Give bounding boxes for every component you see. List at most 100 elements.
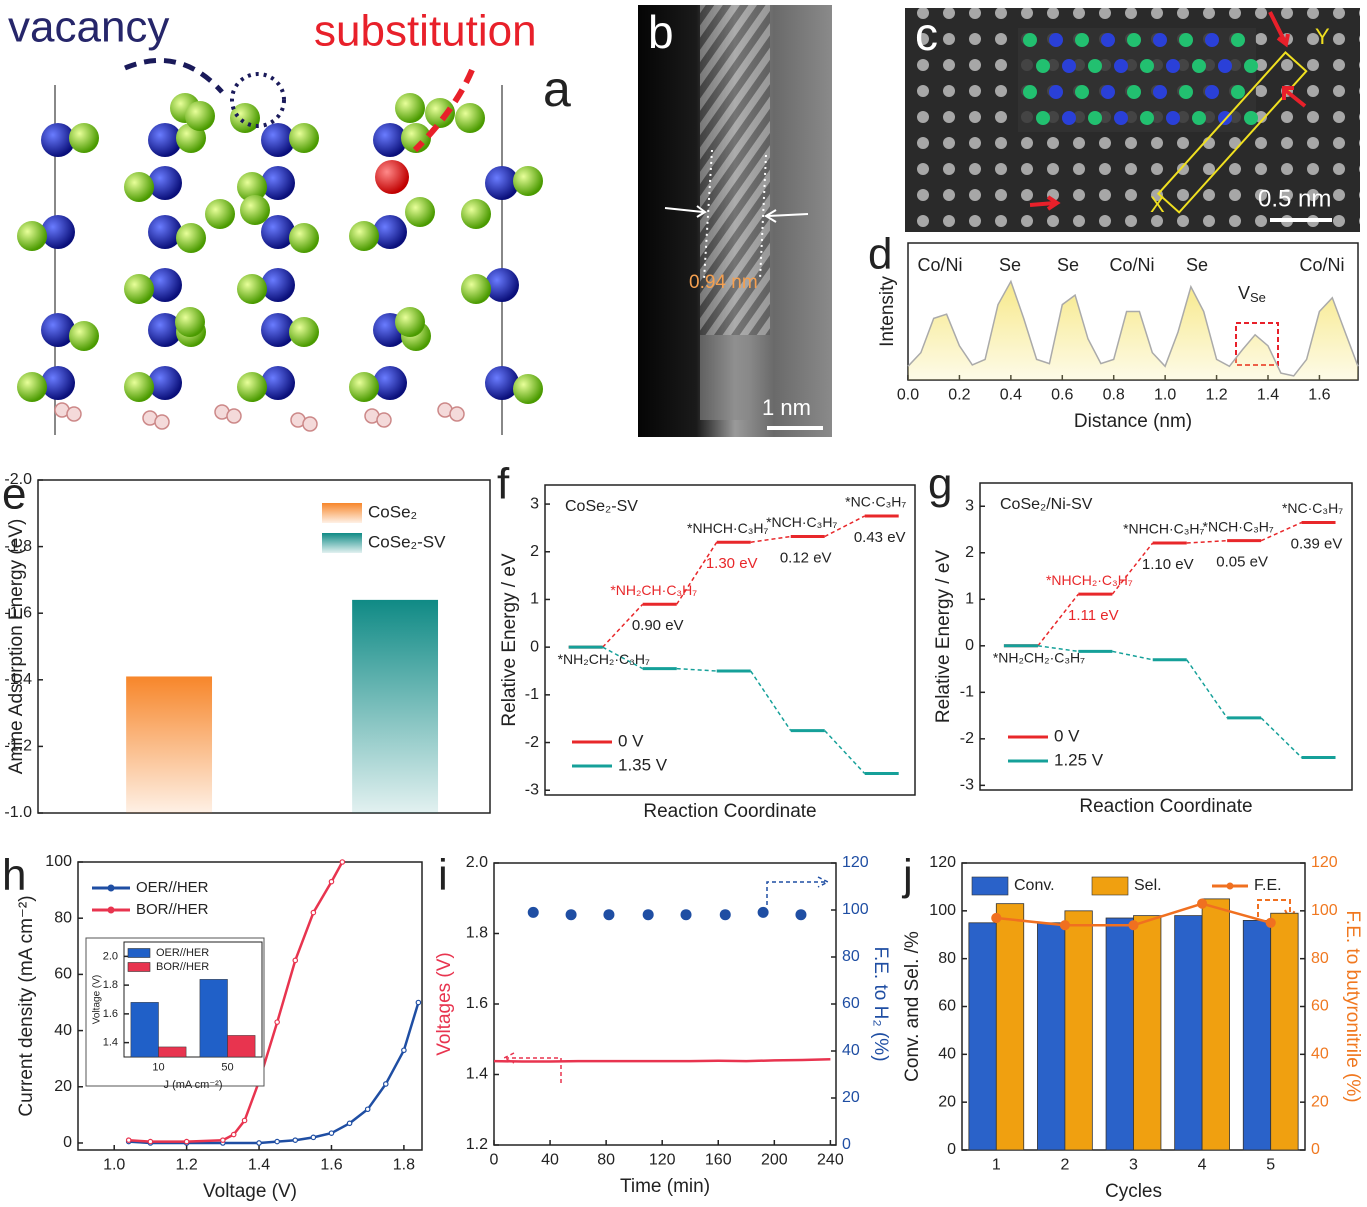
atom <box>261 366 295 400</box>
peak-label: Co/Ni <box>1109 255 1154 275</box>
plot-frame <box>544 484 916 796</box>
y-tick-label: -3 <box>960 777 974 794</box>
connector <box>676 541 718 605</box>
x-tick-label: 1.4 <box>248 1156 270 1173</box>
atom <box>1153 33 1167 47</box>
scale-label: 1 nm <box>762 395 811 420</box>
line <box>128 1002 420 1145</box>
y2-axis-label: F.E. to butyronitrile (%) <box>1342 910 1363 1102</box>
atom <box>375 160 409 194</box>
state-label: *NCH·C₃H₇ <box>766 514 837 530</box>
y-tick-label: 1 <box>965 591 974 608</box>
y2-tick-label: 0 <box>1311 1141 1320 1158</box>
vacancy-label: VSe <box>1238 283 1266 306</box>
y-axis-label: Relative Energy / eV <box>499 553 520 727</box>
y-tick-label: 0 <box>63 1134 72 1151</box>
plot-frame <box>37 479 491 814</box>
y2-tick-label: 20 <box>842 1089 860 1106</box>
y-tick-label: -1.6 <box>4 604 32 621</box>
panel-b: 0.94 nm 1 nm b <box>638 5 832 437</box>
x-axis-label: Time (min) <box>620 1176 710 1197</box>
legend-label: 0 V <box>1054 726 1080 745</box>
atom <box>1244 59 1258 73</box>
atom <box>261 215 295 249</box>
bar <box>199 979 228 1058</box>
x-tick-label: 0.6 <box>1051 386 1073 403</box>
x-tick-label: 80 <box>597 1151 615 1168</box>
x-tick-label: 0.8 <box>1103 386 1125 403</box>
x-axis-label: Reaction Coordinate <box>1079 796 1252 817</box>
atom <box>1101 85 1115 99</box>
arrow <box>764 209 809 223</box>
chart-title: CoSe₂-SV <box>565 498 638 515</box>
atom <box>395 307 425 337</box>
y-tick-label: 1.2 <box>466 1136 488 1153</box>
x-tick-label: 1.2 <box>1205 386 1227 403</box>
state-label: *NC·C₃H₇ <box>1282 500 1343 516</box>
atom <box>176 223 206 253</box>
atom <box>1140 59 1154 73</box>
bar <box>352 599 439 813</box>
legend-label: 1.25 V <box>1054 750 1104 769</box>
y2-tick-label: 20 <box>1311 1093 1329 1110</box>
panel-label: e <box>2 470 26 519</box>
barrier-label: 1.10 eV <box>1142 556 1194 573</box>
atom <box>69 123 99 153</box>
barrier-label: 0.39 eV <box>1291 536 1343 553</box>
y-tick-label: 20 <box>938 1093 956 1110</box>
state-label: *NH₂CH·C₃H₇ <box>610 582 697 598</box>
atom <box>237 372 267 402</box>
barrier-label: 0.43 eV <box>854 529 906 546</box>
marker <box>991 912 1002 924</box>
marker <box>292 957 299 964</box>
atom <box>185 101 215 131</box>
marker <box>339 859 346 865</box>
label-sub: Se <box>1250 290 1266 305</box>
marker <box>401 1047 407 1054</box>
atom <box>425 98 455 128</box>
y-tick-label: 20 <box>54 1078 72 1095</box>
plot-frame <box>123 941 263 1058</box>
atom <box>148 123 182 157</box>
panel-label: b <box>648 6 674 58</box>
legend-label: BOR//HER <box>156 961 209 973</box>
legend-label: BOR//HER <box>136 901 209 918</box>
atom <box>1192 59 1206 73</box>
point <box>565 909 577 921</box>
marker <box>364 1106 371 1113</box>
legend-swatch <box>971 876 1009 896</box>
marker <box>241 1117 248 1124</box>
connector <box>1037 593 1079 647</box>
y-tick-label: 2.0 <box>466 854 488 871</box>
atom <box>148 166 182 200</box>
y-tick-label: 100 <box>45 853 72 870</box>
atom <box>261 268 295 302</box>
legend-marker <box>107 906 115 914</box>
y2-tick-label: 80 <box>842 948 860 965</box>
barrier-label: 0.12 eV <box>780 549 832 566</box>
arrow <box>1029 195 1061 211</box>
panel-label: a <box>543 61 571 117</box>
bar <box>130 1002 159 1058</box>
atom <box>17 372 47 402</box>
state-label: *NC·C₃H₇ <box>845 494 906 510</box>
x-tick-label: 5 <box>1266 1156 1275 1173</box>
connector <box>1186 659 1228 719</box>
atom <box>154 414 170 430</box>
bar <box>968 922 997 1151</box>
x-tick-label: 1 <box>992 1156 1001 1173</box>
atom <box>513 166 543 196</box>
y-axis-label: Voltage (V) <box>92 975 103 1024</box>
axis-arrow <box>502 1052 562 1083</box>
atom <box>124 274 154 304</box>
atom <box>1231 33 1245 47</box>
marker <box>310 1134 317 1141</box>
atom <box>261 123 295 157</box>
atom <box>1049 85 1063 99</box>
peak-label: Co/Ni <box>1299 255 1344 275</box>
atom <box>148 313 182 347</box>
atom <box>1231 85 1245 99</box>
y-tick-label: 1.4 <box>466 1066 488 1083</box>
